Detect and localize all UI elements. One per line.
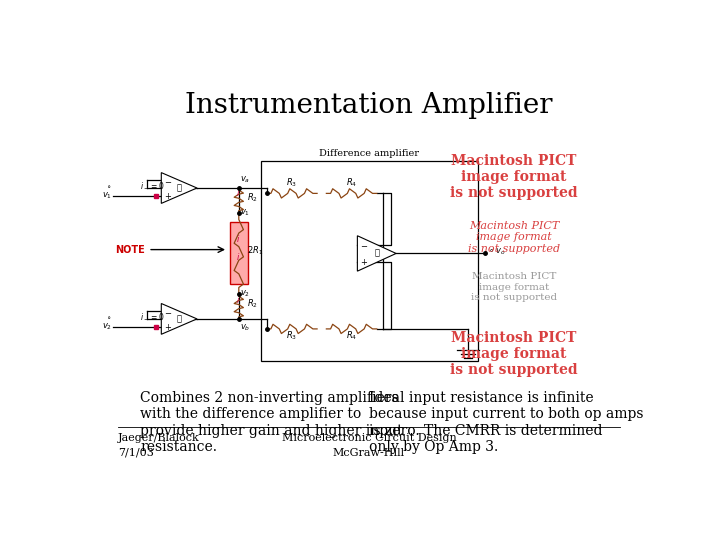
Text: $i$: $i$: [235, 233, 240, 244]
Text: Macintosh PICT
image format
is not supported: Macintosh PICT image format is not suppo…: [468, 221, 560, 254]
Text: $i$: $i$: [235, 251, 240, 261]
Text: $R_4$: $R_4$: [346, 329, 357, 342]
Text: Difference amplifier: Difference amplifier: [319, 149, 419, 158]
Text: $R_3$: $R_3$: [287, 177, 297, 189]
Text: ③: ③: [374, 249, 379, 258]
Text: Macintosh PICT
image format
is not supported: Macintosh PICT image format is not suppo…: [471, 272, 557, 302]
Text: $v_2$: $v_2$: [240, 289, 251, 299]
Text: Macintosh PICT
image format
is not supported: Macintosh PICT image format is not suppo…: [450, 154, 578, 200]
Text: $+$: $+$: [163, 322, 171, 332]
Text: Macintosh PICT
image format
is not supported: Macintosh PICT image format is not suppo…: [450, 330, 578, 377]
Text: $R_3$: $R_3$: [287, 329, 297, 342]
Text: $v_b$: $v_b$: [240, 323, 251, 333]
Text: McGraw-Hill: McGraw-Hill: [333, 448, 405, 458]
Text: NOTE: NOTE: [116, 245, 145, 254]
Text: $-$: $-$: [163, 307, 172, 316]
Text: $+$: $+$: [360, 257, 368, 267]
Polygon shape: [357, 236, 396, 271]
Text: $+$: $+$: [163, 191, 171, 201]
Text: $v_1$: $v_1$: [102, 191, 112, 201]
Text: $v_1$: $v_1$: [240, 207, 251, 218]
Text: ①: ①: [176, 184, 181, 192]
Polygon shape: [161, 173, 197, 204]
Bar: [230, 222, 248, 285]
Text: 7/1/03: 7/1/03: [118, 448, 154, 458]
Text: Instrumentation Amplifier: Instrumentation Amplifier: [185, 92, 553, 119]
Text: $-$: $-$: [163, 176, 172, 185]
Text: $v_a$: $v_a$: [240, 175, 251, 185]
Bar: [261, 161, 477, 361]
Text: $i_-=0$: $i_-=0$: [140, 311, 165, 321]
Text: Microelectronic Circuit Design: Microelectronic Circuit Design: [282, 433, 456, 443]
Polygon shape: [161, 303, 197, 334]
Text: ②: ②: [176, 315, 181, 323]
Text: $\circ$: $\circ$: [107, 184, 112, 190]
Text: $\circ\ v_o$: $\circ\ v_o$: [487, 246, 506, 257]
Text: $R_4$: $R_4$: [346, 177, 357, 189]
Text: Jaeger/Blalock: Jaeger/Blalock: [118, 433, 199, 443]
Text: Combines 2 non-inverting amplifiers
with the difference amplifier to
provide hig: Combines 2 non-inverting amplifiers with…: [140, 391, 403, 454]
Text: $i$: $i$: [235, 187, 240, 199]
Text: $-$: $-$: [360, 240, 368, 249]
Text: $i_-=0$: $i_-=0$: [140, 180, 165, 190]
Text: $i$: $i$: [235, 294, 240, 305]
Text: Ideal input resistance is infinite
because input current to both op amps
is zero: Ideal input resistance is infinite becau…: [369, 391, 644, 454]
Text: $R_2$: $R_2$: [246, 191, 258, 204]
Text: $v_2$: $v_2$: [102, 321, 112, 332]
Text: $R_2$: $R_2$: [246, 298, 258, 310]
Text: $2R_1$: $2R_1$: [246, 245, 263, 257]
Text: $\circ$: $\circ$: [107, 314, 112, 320]
